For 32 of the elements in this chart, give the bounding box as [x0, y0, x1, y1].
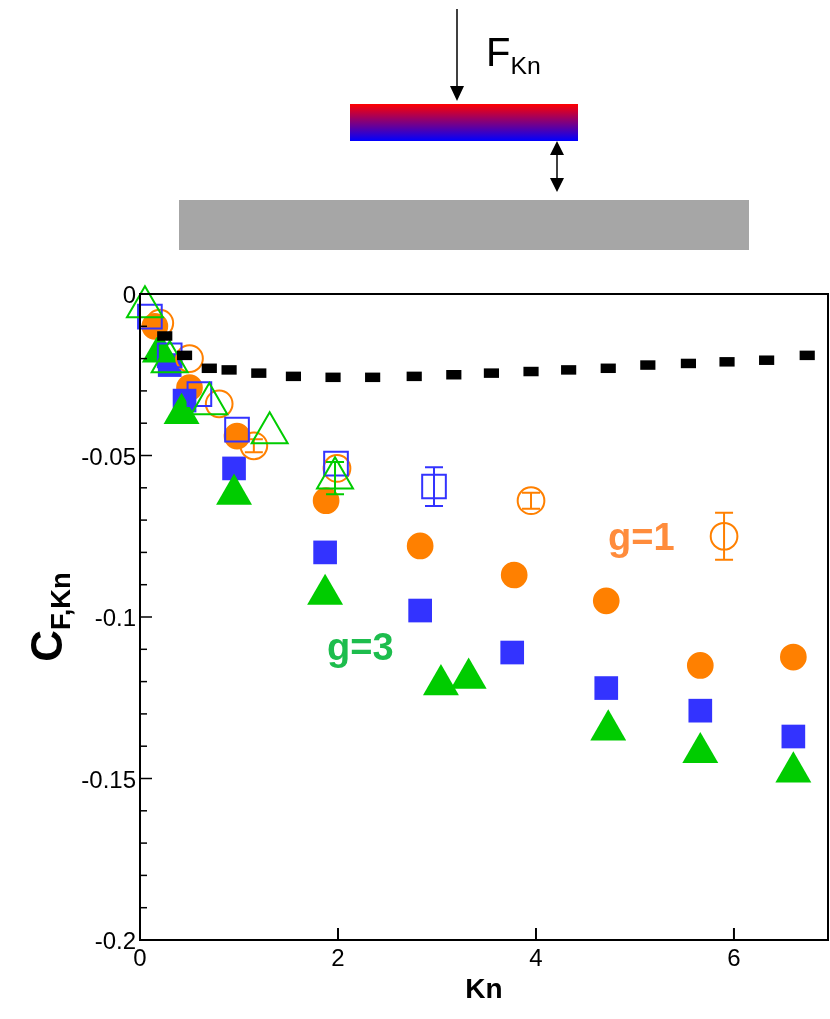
x-tick-label: 6	[727, 944, 741, 971]
point	[224, 416, 250, 443]
point	[592, 587, 620, 615]
point	[688, 698, 713, 723]
y-tick-label: -0.05	[81, 442, 136, 470]
y-tick-label: -0.15	[81, 765, 136, 793]
y-tick-label: -0.1	[94, 604, 136, 631]
annotation: g=3	[327, 626, 394, 668]
text: F$_{Kn}$	[486, 30, 541, 79]
x-tick-label: 2	[331, 944, 345, 971]
x-axis-title: Kn	[465, 973, 503, 1004]
point	[780, 643, 807, 671]
point	[145, 308, 175, 338]
point	[408, 598, 432, 623]
point	[406, 532, 434, 560]
point	[421, 473, 447, 500]
y-tick-label: 0	[122, 281, 136, 308]
annotation: g=1	[608, 516, 675, 558]
point	[175, 344, 204, 373]
x-tick-label: 4	[529, 944, 543, 971]
point	[516, 486, 546, 516]
point	[239, 431, 269, 461]
point	[594, 676, 619, 700]
point	[709, 521, 739, 551]
point	[312, 487, 340, 515]
point	[313, 540, 337, 565]
point	[222, 456, 246, 481]
point	[137, 303, 163, 330]
point	[500, 561, 528, 589]
point	[500, 640, 525, 665]
point	[781, 724, 806, 749]
point	[686, 652, 714, 679]
